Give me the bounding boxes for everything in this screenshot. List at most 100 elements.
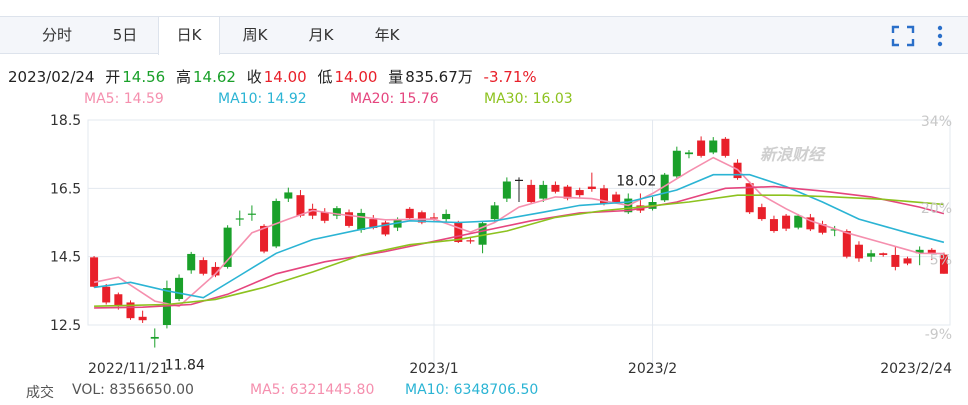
change-percent: -3.71% — [483, 68, 537, 86]
tab-yearly-k[interactable]: 年K — [374, 26, 400, 44]
candle-body — [575, 190, 584, 196]
candle-body — [769, 219, 778, 232]
volume-value-legend: VOL: 8356650.00 — [72, 382, 194, 398]
candle-body — [891, 254, 900, 267]
candle-body — [672, 150, 681, 177]
candle-body — [757, 207, 766, 220]
candle-body — [405, 208, 414, 219]
ma5-legend: MA5: 14.59 — [84, 91, 164, 107]
candle-body — [369, 219, 378, 228]
high-label: 高 — [176, 68, 192, 86]
candle-body — [442, 213, 451, 220]
high-annotation: 18.02 — [616, 173, 656, 189]
y-tick-label: 14.5 — [50, 250, 81, 266]
candle-body — [296, 195, 305, 216]
quote-date: 2023/02/24 — [8, 68, 95, 86]
candle-body — [551, 184, 560, 192]
candle-body — [684, 152, 693, 155]
candle-body — [830, 229, 839, 231]
watermark: 新浪财经 — [760, 145, 826, 164]
candle-body — [430, 217, 439, 219]
tab-5day[interactable]: 5日 — [112, 26, 138, 44]
candle-body — [417, 212, 426, 223]
low-annotation: 11.84 — [165, 358, 205, 374]
candle-body — [490, 205, 499, 220]
candle-body — [478, 223, 487, 245]
candle-body — [150, 336, 159, 339]
volume-section-label: 成交 — [26, 385, 54, 401]
candle-body — [466, 240, 475, 242]
ma-line-ma5 — [93, 156, 944, 308]
candle-body — [709, 140, 718, 153]
candle-body — [235, 218, 244, 220]
candle-body — [199, 260, 208, 274]
volume-ma10-legend: MA10: 6348706.50 — [405, 382, 539, 398]
more-vertical-icon[interactable] — [928, 23, 952, 49]
candle-body — [939, 254, 948, 274]
candle-body — [782, 215, 791, 229]
candle-body — [612, 194, 621, 202]
x-tick-label: 2023/2 — [628, 361, 677, 377]
candle-body — [454, 222, 463, 242]
candle-body — [854, 244, 863, 259]
candle-body — [903, 258, 912, 264]
ma30-legend: MA30: 16.03 — [484, 91, 573, 107]
quote-summary: 2023/02/24 开 14.56 高 14.62 收 14.00 低 14.00 量… — [8, 66, 543, 87]
x-tick-label: 2023/2/24 — [880, 361, 952, 377]
period-tab-bar: 分时 5日 日K 周K 月K 年K — [0, 16, 968, 55]
volume-ma5-legend: MA5: 6321445.80 — [250, 382, 375, 398]
candle-body — [563, 186, 572, 199]
pct-tick-label: 34% — [921, 114, 952, 130]
candle-body — [345, 212, 354, 226]
candle-body — [126, 302, 135, 319]
candle-body — [357, 212, 366, 231]
candle-body — [260, 225, 269, 252]
candle-body — [175, 277, 184, 300]
y-tick-label: 18.5 — [50, 113, 81, 129]
candle-body — [806, 217, 815, 230]
low-value: 14.00 — [334, 68, 378, 86]
x-tick-label: 2023/1 — [409, 361, 458, 377]
ma-lines — [93, 156, 945, 309]
candle-body — [745, 183, 754, 213]
candle-body — [514, 179, 524, 181]
candle-body — [539, 184, 548, 199]
pct-tick-label: -9% — [925, 327, 952, 343]
tab-intraday[interactable]: 分时 — [41, 26, 72, 44]
volume-label: 量 — [388, 68, 404, 86]
candle-body — [721, 138, 730, 156]
close-label: 收 — [246, 68, 262, 86]
candle-body — [502, 181, 511, 199]
ma-line-ma10 — [93, 173, 945, 299]
y-tick-label: 12.5 — [50, 318, 81, 334]
ma-line-ma30 — [94, 194, 944, 307]
open-value: 14.56 — [122, 68, 166, 86]
watermark-text: 新浪财经 — [760, 145, 826, 164]
candle-body — [114, 294, 123, 306]
tab-monthly-k[interactable]: 月K — [308, 26, 334, 44]
candle-body — [587, 186, 596, 190]
candle-body — [660, 174, 669, 201]
tab-weekly-k[interactable]: 周K — [242, 26, 268, 44]
candle-body — [867, 253, 876, 257]
tab-daily-k[interactable]: 日K — [158, 17, 220, 55]
candle-body — [223, 227, 232, 267]
fullscreen-icon[interactable] — [889, 23, 917, 49]
low-label: 低 — [317, 68, 333, 86]
y-tick-label: 16.5 — [50, 181, 81, 197]
ma-line-ma20 — [94, 185, 945, 309]
axis-labels: 18.5 16.5 14.5 12.5 34% 20% 5% -9% 2022/11/21 202… — [50, 113, 952, 377]
candle-body — [211, 266, 220, 276]
volume-value: 835.67万 — [405, 68, 473, 86]
candle-body — [90, 257, 99, 287]
candle-body — [138, 316, 147, 321]
candle-body — [187, 253, 196, 271]
pct-tick-label: 20% — [921, 201, 952, 217]
close-value: 14.00 — [263, 68, 307, 86]
candle-body — [308, 208, 317, 216]
candle-body — [697, 140, 706, 156]
candle-body — [599, 188, 608, 204]
x-tick-label: 2022/11/21 — [88, 361, 169, 377]
pct-tick-label: 5% — [930, 252, 952, 268]
